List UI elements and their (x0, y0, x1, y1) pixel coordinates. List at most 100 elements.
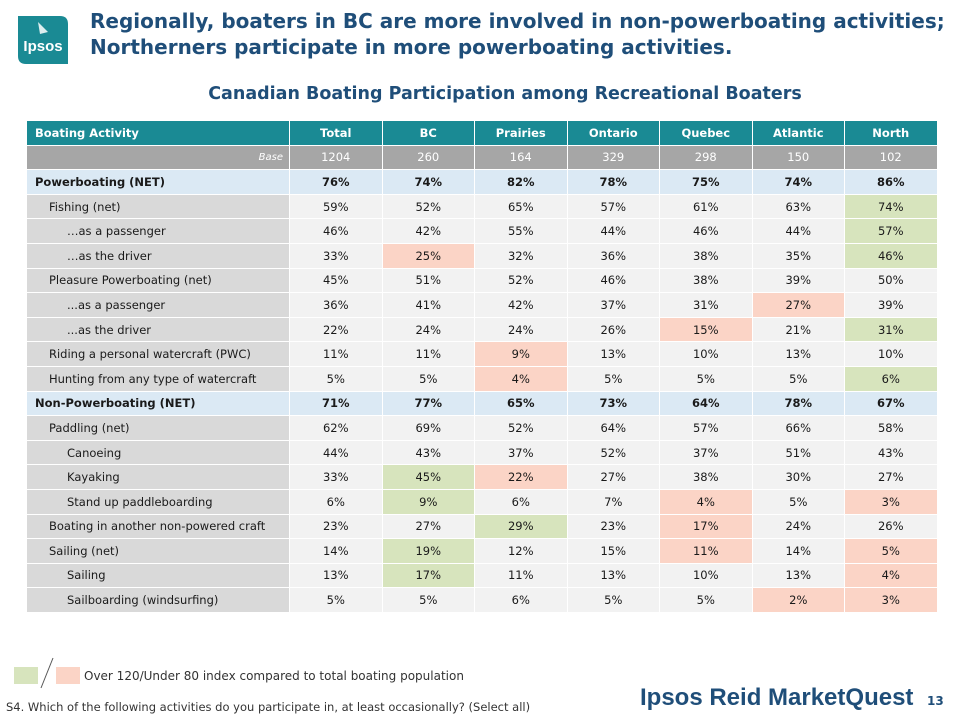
table-cell: 7% (566, 488, 660, 515)
column-header: Atlantic (751, 120, 845, 146)
table-cell: 29% (474, 513, 568, 540)
logo-text: Ipsos (23, 38, 62, 55)
table-cell: 64% (659, 390, 753, 417)
table-cell: 15% (659, 316, 753, 343)
table-cell: 38% (659, 267, 753, 294)
table-cell: 37% (474, 439, 568, 466)
table-cell: 73% (566, 390, 660, 417)
row-label: Fishing (net) (26, 193, 290, 220)
table-cell: 44% (566, 218, 660, 244)
table-cell: 65% (474, 390, 568, 417)
row-label: Powerboating (NET) (26, 169, 290, 195)
column-header: Boating Activity (26, 120, 290, 146)
base-value: 298 (659, 144, 753, 171)
row-label: Paddling (net) (26, 415, 290, 441)
base-value: 164 (474, 144, 568, 171)
table-cell: 12% (474, 538, 568, 564)
table-cell: 74% (844, 193, 938, 220)
table-cell: 36% (566, 242, 660, 269)
table-cell: 78% (566, 169, 660, 195)
table-cell: 5% (289, 587, 383, 613)
table-cell: 46% (659, 218, 753, 244)
net-row: Powerboating (NET) 76% 74% 82% 78% 75% 74% 86% (26, 169, 938, 195)
table-cell: 76% (289, 169, 383, 195)
table-cell: 39% (844, 292, 938, 318)
table-cell: 64% (566, 415, 660, 441)
table-row: Hunting from any type of watercraft 5% 5% 4… (26, 365, 938, 392)
table-cell: 66% (751, 415, 845, 441)
table-cell: 10% (844, 341, 938, 367)
base-value: 1204 (289, 144, 383, 171)
table-row: Sailboarding (windsurfing) 5% 5% 6% 5% 5% 2% 3% (26, 587, 938, 613)
slash-icon (40, 657, 54, 689)
table-cell: 31% (844, 316, 938, 343)
table-cell: 10% (659, 562, 753, 589)
table-cell: 62% (289, 415, 383, 441)
table-cell: 27% (566, 464, 660, 490)
table-cell: 71% (289, 390, 383, 417)
table-cell: 42% (474, 292, 568, 318)
table-cell: 61% (659, 193, 753, 220)
row-label: Non-Powerboating (NET) (26, 390, 290, 417)
table-row: Riding a personal watercraft (PWC) 11% 11%… (26, 341, 938, 367)
table-cell: 5% (751, 365, 845, 392)
table-cell: 65% (474, 193, 568, 220)
table-cell: 13% (751, 562, 845, 589)
table-cell: 63% (751, 193, 845, 220)
table-cell: 5% (289, 365, 383, 392)
table-cell: 57% (566, 193, 660, 220)
column-header: North (844, 120, 938, 146)
table-cell: 22% (474, 464, 568, 490)
legend: Over 120/Under 80 index compared to tota… (14, 657, 494, 689)
legend-under-swatch (56, 667, 80, 684)
table-cell: 11% (289, 341, 383, 367)
table-cell: 52% (381, 193, 475, 220)
table-cell: 37% (566, 292, 660, 318)
table-cell: 82% (474, 169, 568, 195)
participation-table: Boating Activity Total BC Prairies Ontar… (26, 120, 938, 613)
question-footnote: S4. Which of the following activities do… (6, 700, 531, 714)
table-cell: 57% (659, 415, 753, 441)
table-cell: 31% (659, 292, 753, 318)
headline-line-2: Northerners participate in more powerboa… (90, 35, 733, 59)
table-cell: 19% (381, 538, 475, 564)
table-cell: 44% (751, 218, 845, 244)
table-cell: 11% (659, 538, 753, 564)
table-cell: 44% (289, 439, 383, 466)
row-label: Stand up paddleboarding (26, 488, 290, 515)
table-cell: 3% (844, 488, 938, 515)
base-value: 260 (381, 144, 475, 171)
row-label: Sailing (net) (26, 538, 290, 564)
table-row: Sailing (net) 14% 19% 12% 15% 11% 14% 5% (26, 538, 938, 564)
headline-line-1: Regionally, boaters in BC are more invol… (90, 9, 945, 33)
brand-wordmark: Ipsos Reid MarketQuest (640, 684, 914, 711)
table-cell: 26% (566, 316, 660, 343)
legend-over-swatch (14, 667, 38, 684)
row-label: Pleasure Powerboating (net) (26, 267, 290, 294)
table-cell: 37% (659, 439, 753, 466)
table-cell: 46% (289, 218, 383, 244)
base-row: Base 1204 260 164 329 298 150 102 (26, 144, 938, 171)
table-cell: 11% (381, 341, 475, 367)
table-row: Canoeing 44% 43% 37% 52% 37% 51% 43% (26, 439, 938, 466)
table-cell: 25% (381, 242, 475, 269)
table-cell: 17% (659, 513, 753, 540)
table-cell: 45% (289, 267, 383, 294)
table-cell: 75% (659, 169, 753, 195)
table-row: Fishing (net) 59% 52% 65% 57% 61% 63% 74% (26, 193, 938, 220)
table-cell: 24% (751, 513, 845, 540)
table-cell: 17% (381, 562, 475, 589)
table-cell: 52% (474, 415, 568, 441)
table-cell: 21% (751, 316, 845, 343)
table-cell: 41% (381, 292, 475, 318)
table-cell: 46% (566, 267, 660, 294)
table-cell: 9% (381, 488, 475, 515)
table-cell: 5% (659, 365, 753, 392)
table-row: ...as the driver 22% 24% 24% 26% 15% 21% 31% (26, 316, 938, 343)
legend-text: Over 120/Under 80 index compared to tota… (84, 669, 464, 683)
table-cell: 6% (844, 365, 938, 392)
table-cell: 43% (381, 439, 475, 466)
table-cell: 4% (844, 562, 938, 589)
table-cell: 14% (289, 538, 383, 564)
table-cell: 32% (474, 242, 568, 269)
